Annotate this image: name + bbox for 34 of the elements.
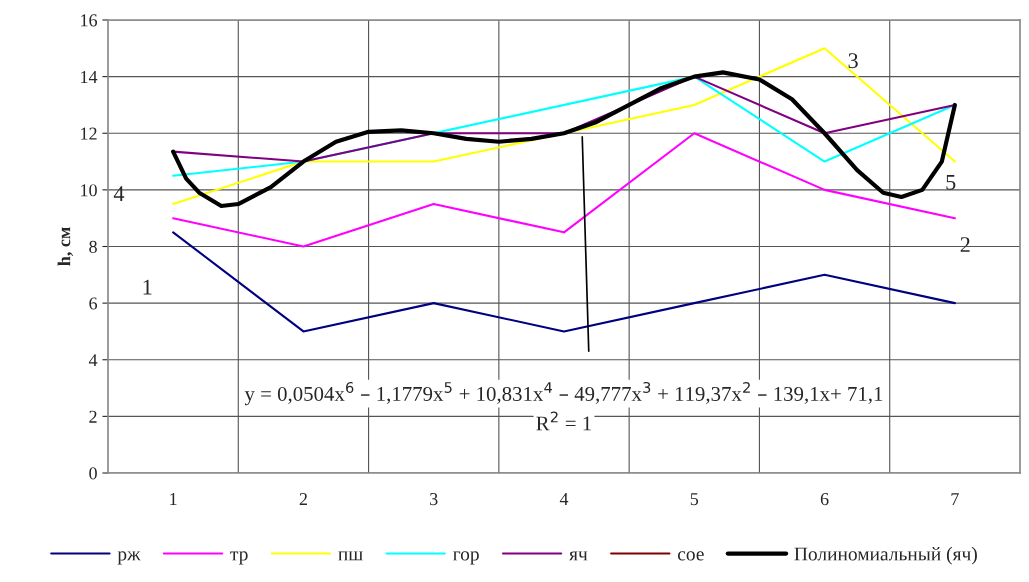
y-tick-label: 14: [81, 70, 98, 83]
annotation: 4: [113, 186, 125, 201]
x-tick-label: 2: [299, 493, 307, 505]
y-tick-label: 8: [89, 240, 97, 253]
annotation: 1: [143, 279, 152, 295]
line-series: [172, 132, 956, 248]
y-tick-label: 16: [81, 14, 98, 27]
y-tick-label: 6: [89, 297, 98, 310]
y-tick-label: 10: [81, 184, 97, 197]
annotation: 3: [848, 53, 858, 69]
legend-label: Полиномиальный (яч): [794, 546, 977, 565]
line-series: [171, 70, 957, 209]
legend-label: тр: [230, 551, 248, 565]
y-tick-label: 2: [89, 410, 97, 423]
legend-label: рж: [117, 551, 141, 565]
annotation: 5: [946, 175, 956, 190]
x-tick-label: 6: [820, 493, 829, 506]
x-tick-label: 7: [951, 493, 959, 505]
x-tick-label: 4: [559, 493, 569, 505]
y-axis-title: h, см: [57, 227, 73, 266]
y-tick-label: 12: [81, 127, 97, 140]
legend-label: сое: [677, 551, 704, 561]
x-tick-label: 1: [170, 493, 177, 505]
legend-label: яч: [569, 551, 588, 561]
x-tick-label: 3: [430, 493, 438, 506]
annotation: R$^{2}$ = 1: [536, 411, 591, 431]
legend-label: пш: [338, 551, 363, 561]
y-tick-label: 0: [89, 467, 97, 480]
x-tick-label: 5: [690, 493, 699, 506]
y-tick-label: 4: [88, 354, 98, 367]
text: y = 0,0504x$^{6}$ – 1,1779x$^{5}$ + 10,831x$^{4}$ – 49,777x$^{3}$ + 119,37x$^{2}$ – 139,1x+ 71,1: [244, 381, 883, 406]
line-series: [172, 47, 956, 206]
legend-label: гор: [453, 551, 479, 565]
line-series: [172, 231, 956, 333]
